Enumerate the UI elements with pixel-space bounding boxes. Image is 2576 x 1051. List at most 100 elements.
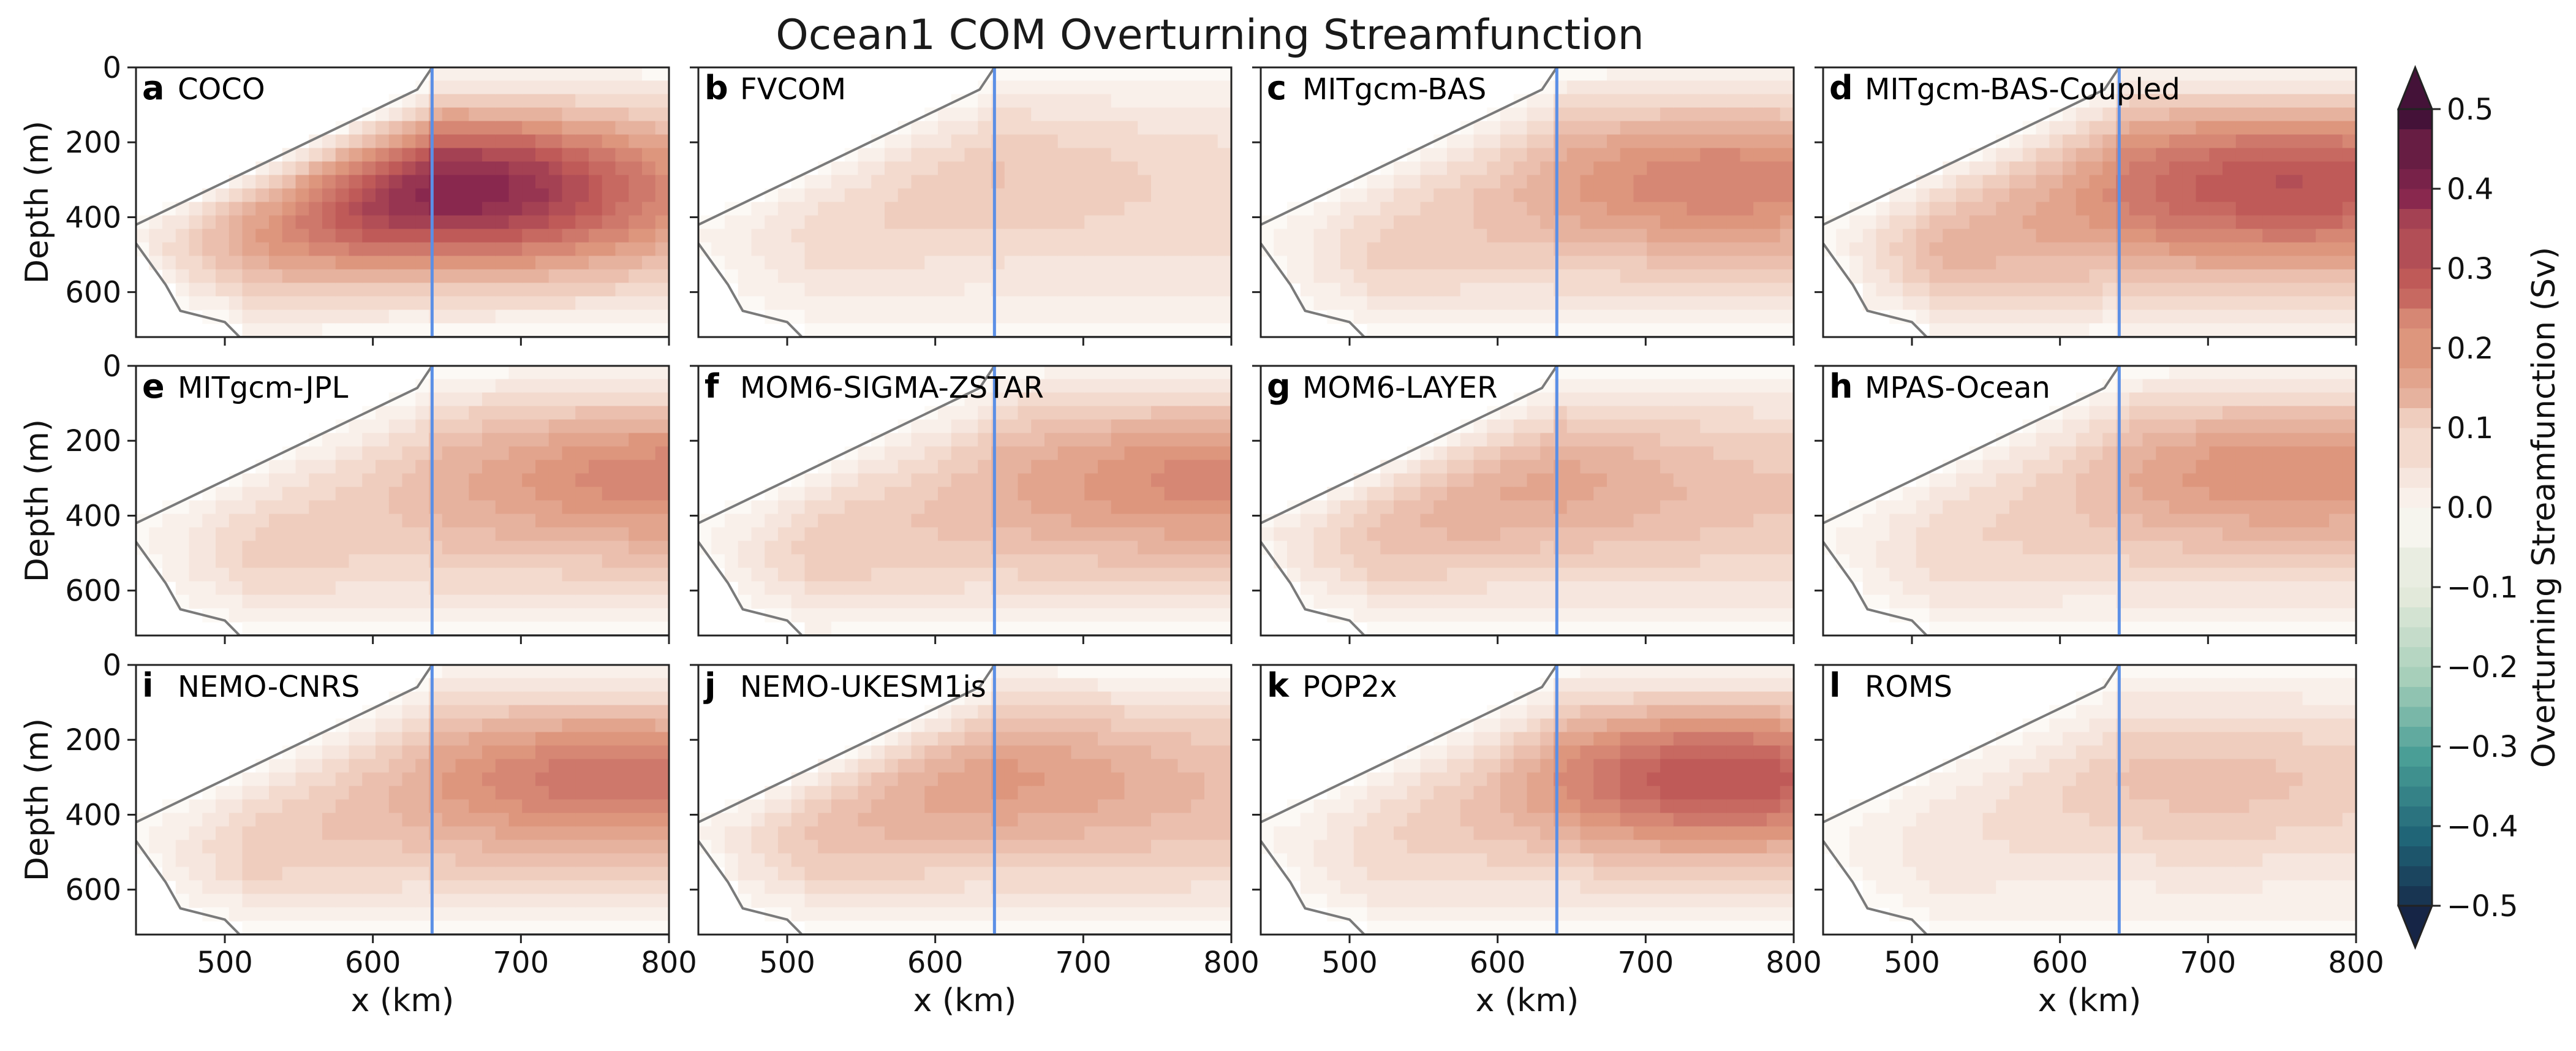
field-cell <box>978 283 992 297</box>
field-cell <box>548 473 563 488</box>
field-cell <box>1031 527 1045 542</box>
field-cell <box>1660 296 1674 311</box>
field-cell <box>1177 392 1192 407</box>
field-cell <box>602 460 616 474</box>
field-cell <box>1726 473 1741 488</box>
field-cell <box>376 594 390 609</box>
field-cell <box>1903 296 1917 311</box>
field-cell <box>1004 366 1019 380</box>
field-cell <box>455 433 470 447</box>
field-cell <box>1367 175 1381 189</box>
field-cell <box>1633 621 1648 636</box>
field-cell <box>136 242 150 257</box>
field-cell <box>469 567 483 582</box>
field-cell <box>1660 514 1674 528</box>
field-cell <box>1098 134 1112 149</box>
field-cell <box>2129 487 2144 501</box>
field-cell <box>1633 161 1648 176</box>
field-cell <box>818 473 832 488</box>
field-cell <box>1447 134 1461 149</box>
field-cell <box>2262 67 2276 82</box>
field-cell <box>1767 202 1781 216</box>
field-cell <box>1084 215 1098 230</box>
field-cell <box>1633 309 1648 324</box>
field-cell <box>415 107 429 122</box>
field-cell <box>951 621 965 636</box>
field-cell <box>1031 379 1045 393</box>
field-cell <box>269 514 283 528</box>
field-cell <box>362 229 376 243</box>
field-cell <box>1407 460 1421 474</box>
field-cell <box>349 309 363 324</box>
field-cell <box>2169 594 2183 609</box>
field-cell <box>1394 242 1408 257</box>
field-cell <box>2022 514 2037 528</box>
field-cell <box>1487 134 1501 149</box>
field-cell <box>2156 94 2170 108</box>
field-cell <box>2142 229 2157 243</box>
field-cell <box>229 581 243 596</box>
field-cell <box>362 554 376 569</box>
field-cell <box>295 608 310 623</box>
field-cell <box>642 188 656 203</box>
field-cell <box>2223 67 2237 82</box>
field-cell <box>322 161 336 176</box>
field-cell <box>1607 473 1621 488</box>
field-cell <box>1740 148 1754 162</box>
field-cell <box>216 296 230 311</box>
field-cell <box>1566 94 1581 108</box>
field-cell <box>1300 215 1315 230</box>
panel-letter: b <box>704 69 728 107</box>
field-cell <box>2182 121 2197 135</box>
field-cell <box>535 107 550 122</box>
field-cell <box>725 269 739 284</box>
field-cell <box>1164 229 1179 243</box>
field-cell <box>548 67 563 82</box>
field-cell <box>1540 500 1554 515</box>
field-cell <box>1607 594 1621 609</box>
field-cell <box>482 107 496 122</box>
field-cell <box>442 256 456 270</box>
field-cell <box>322 433 336 447</box>
field-cell <box>1660 581 1674 596</box>
field-cell <box>2342 215 2356 230</box>
field-cell <box>1191 608 1205 623</box>
field-cell <box>482 514 496 528</box>
field-cell <box>562 406 576 420</box>
field-cell <box>1313 269 1328 284</box>
field-cell <box>322 202 336 216</box>
field-cell <box>1473 473 1488 488</box>
field-cell <box>535 94 550 108</box>
field-cell <box>469 406 483 420</box>
field-cell <box>255 527 270 542</box>
field-cell <box>2342 188 2356 203</box>
field-cell <box>1996 283 2010 297</box>
field-cell <box>951 148 965 162</box>
field-cell <box>1726 527 1741 542</box>
field-cell <box>1433 296 1448 311</box>
field-cell <box>1191 121 1205 135</box>
field-cell <box>2249 161 2264 176</box>
field-cell <box>1580 107 1595 122</box>
field-cell <box>1620 487 1634 501</box>
field-cell <box>482 80 496 95</box>
field-cell <box>615 446 630 461</box>
field-cell <box>1433 309 1448 324</box>
field-cell <box>1191 527 1205 542</box>
field-cell <box>818 296 832 311</box>
field-cell <box>1513 433 1528 447</box>
field-cell <box>2223 323 2237 337</box>
field-cell <box>897 594 912 609</box>
field-cell <box>1767 406 1781 420</box>
field-cell <box>1713 67 1728 82</box>
field-cell <box>1300 500 1315 515</box>
field-cell <box>924 527 939 542</box>
field-cell <box>1031 608 1045 623</box>
field-cell <box>402 541 417 555</box>
field-cell <box>216 527 230 542</box>
field-cell <box>1996 175 2010 189</box>
field-cell <box>482 379 496 393</box>
field-cell <box>2169 161 2183 176</box>
field-cell <box>858 283 872 297</box>
field-cell <box>535 581 550 596</box>
